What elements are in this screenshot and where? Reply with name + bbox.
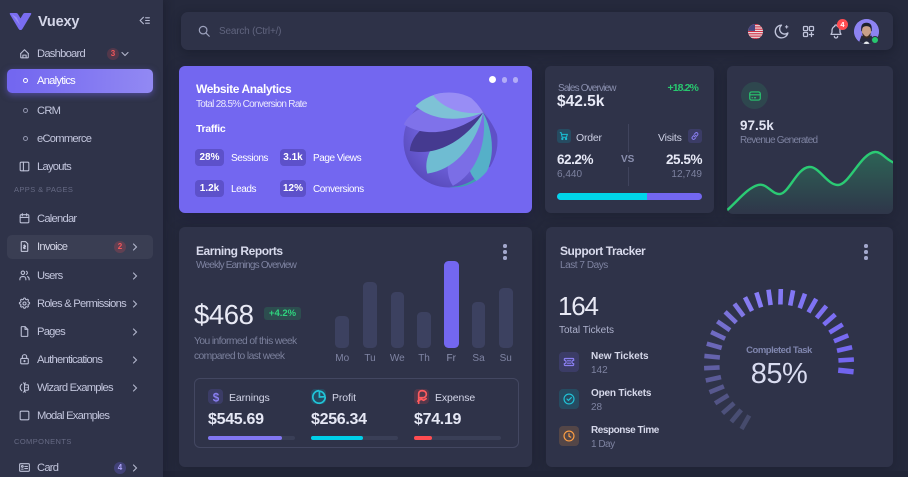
svg-text:$: $ bbox=[212, 391, 219, 404]
